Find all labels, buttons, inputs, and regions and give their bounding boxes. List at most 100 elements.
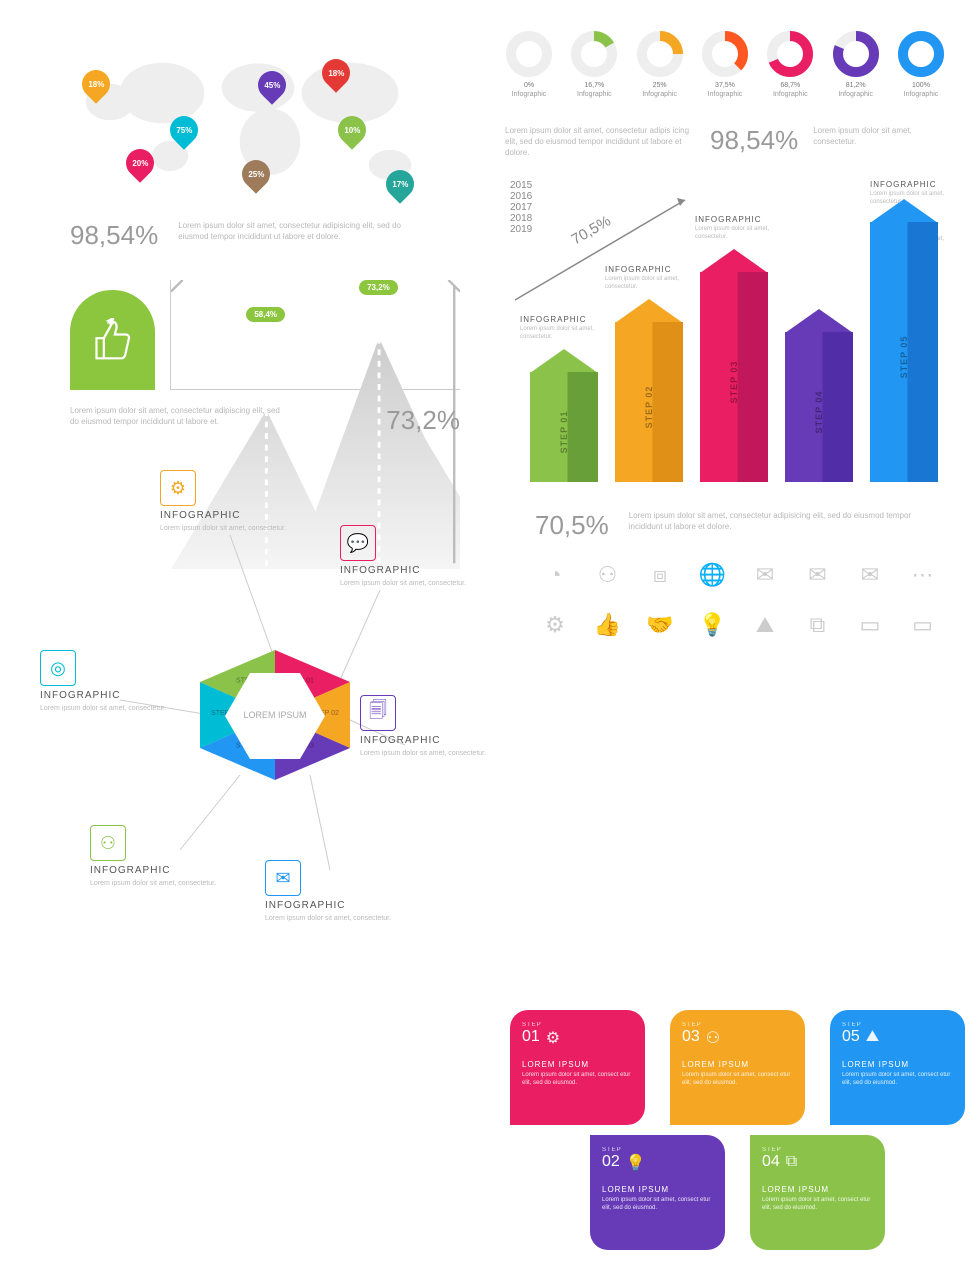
arch-stat: Lorem ipsum dolor sit amet, consectetur … xyxy=(70,405,460,436)
arrow-chart: 70,5% STEP 012015INFOGRAPHICLorem ipsum … xyxy=(510,180,950,500)
donut-label: Infographic xyxy=(827,91,885,98)
speech-step: STEP01⚙LOREM IPSUMLorem ipsum dolor sit … xyxy=(510,1010,645,1125)
hex-callout-title: INFOGRAPHIC xyxy=(40,690,170,701)
map-stat-text: Lorem ipsum dolor sit amet, consectetur … xyxy=(178,220,418,242)
world-map: 18%20%75%25%45%18%10%17% xyxy=(50,30,450,210)
donut-chart: 37,5%Infographic xyxy=(696,30,754,98)
speech-step: STEP03⚇LOREM IPSUMLorem ipsum dolor sit … xyxy=(670,1010,805,1125)
speech-step-icon: ⚇ xyxy=(706,1028,732,1054)
donut-chart: 100% Infographic xyxy=(892,30,950,98)
speech-step: STEP04⧉LOREM IPSUMLorem ipsum dolor sit … xyxy=(750,1135,885,1250)
donut-label: Infographic xyxy=(500,91,558,98)
grid-icon: 💡 xyxy=(693,605,733,645)
hexagon-diagram: STEP 01STEP 02STEP 03STEP 04STEP 05STEP … xyxy=(40,470,490,940)
arrow-caption: INFOGRAPHICLorem ipsum dolor sit amet, c… xyxy=(870,180,960,207)
donut-stat-right: Lorem ipsum dolor sit amet, consectetur. xyxy=(813,125,923,147)
donut-pct: 100% xyxy=(892,82,950,89)
grid-icon: ◔ xyxy=(535,555,575,595)
area-chart: 58,4% 73,2% xyxy=(170,280,460,390)
thumbs-up-icon xyxy=(91,318,135,362)
donut-label: Infographic xyxy=(565,91,623,98)
arch-stat-pct: 73,2% xyxy=(386,405,460,436)
donut-chart: 81,2% Infographic xyxy=(827,30,885,98)
grid-icon: ⧉ xyxy=(798,605,838,645)
arrow-bar: STEP 01 xyxy=(530,349,598,482)
map-stat: 98,54% Lorem ipsum dolor sit amet, conse… xyxy=(70,220,450,251)
icon-grid: ◔⚇⧈🌐✉✉✉⋯⚙👍🤝💡⛰⧉▭▭ xyxy=(535,555,945,645)
trend-label: 70,5% xyxy=(569,212,614,248)
speech-step-icon: ⧉ xyxy=(786,1153,812,1179)
grid-icon: ▭ xyxy=(850,605,890,645)
hex-callout-icon: 🗐 xyxy=(360,695,396,731)
donut-stat-pct: 98,54% xyxy=(710,125,798,156)
hex-callout: ◎ INFOGRAPHIC Lorem ipsum dolor sit amet, … xyxy=(40,650,170,713)
hex-callout-icon: ✉ xyxy=(265,860,301,896)
donut-pct: 68,7% xyxy=(761,82,819,89)
hex-callout-title: INFOGRAPHIC xyxy=(90,865,220,876)
donut-pct: 25% xyxy=(631,82,689,89)
arrow-stat-text: Lorem ipsum dolor sit amet, consectetur … xyxy=(629,510,929,532)
grid-icon: ⚙ xyxy=(535,605,575,645)
grid-icon: ⚇ xyxy=(588,555,628,595)
speech-step-icon: 💡 xyxy=(626,1153,652,1179)
donut-chart: 0% Infographic xyxy=(500,30,558,98)
grid-icon: ⋯ xyxy=(903,555,943,595)
arrow-bar: STEP 02 xyxy=(615,299,683,482)
donut-stat-left: Lorem ipsum dolor sit amet, consectetur … xyxy=(505,125,695,159)
hex-callout: 💬 INFOGRAPHIC Lorem ipsum dolor sit amet, … xyxy=(340,525,470,588)
arch-stat-text: Lorem ipsum dolor sit amet, consectetur … xyxy=(70,405,290,427)
grid-icon: ⛰ xyxy=(745,605,785,645)
grid-icon: 🌐 xyxy=(693,555,733,595)
hex-callout-desc: Lorem ipsum dolor sit amet, consectetur. xyxy=(160,524,290,533)
grid-icon: 👍 xyxy=(588,605,628,645)
donut-label: Infographic xyxy=(892,91,950,98)
area-peak-label: 58,4% xyxy=(246,307,285,322)
hex-callout: ⚇ INFOGRAPHIC Lorem ipsum dolor sit amet, … xyxy=(90,825,220,888)
hex-callout-desc: Lorem ipsum dolor sit amet, consectetur. xyxy=(90,879,220,888)
hex-callout-icon: ◎ xyxy=(40,650,76,686)
trend-arrow-icon: 70,5% xyxy=(505,190,705,310)
arrow-bar: STEP 03 xyxy=(700,249,768,482)
arch-badge xyxy=(70,290,155,390)
grid-icon: ▭ xyxy=(903,605,943,645)
arch-area-row: 58,4% 73,2% xyxy=(70,280,460,390)
speech-step-icon: ⚙ xyxy=(546,1028,572,1054)
grid-icon: ⧈ xyxy=(640,555,680,595)
arrow-caption: INFOGRAPHICLorem ipsum dolor sit amet, c… xyxy=(695,215,785,242)
hex-callout-desc: Lorem ipsum dolor sit amet, consectetur. xyxy=(360,749,490,758)
speech-steps: STEP01⚙LOREM IPSUMLorem ipsum dolor sit … xyxy=(510,1010,970,1270)
arrow-stat: 70,5% Lorem ipsum dolor sit amet, consec… xyxy=(535,510,945,541)
arrow-bar: STEP 04 xyxy=(785,309,853,482)
hex-callout-icon: ⚙ xyxy=(160,470,196,506)
grid-icon: ✉ xyxy=(798,555,838,595)
speech-step: STEP02💡LOREM IPSUMLorem ipsum dolor sit … xyxy=(590,1135,725,1250)
hex-callout-icon: ⚇ xyxy=(90,825,126,861)
speech-step: STEP05⛰LOREM IPSUMLorem ipsum dolor sit … xyxy=(830,1010,965,1125)
donut-chart: 68,7%Infographic xyxy=(761,30,819,98)
donut-pct: 0% xyxy=(500,82,558,89)
hex-callout-title: INFOGRAPHIC xyxy=(265,900,395,911)
donut-row: 0%Infographic16,7%Infographic25%Infograp… xyxy=(500,30,950,98)
hex-callout-icon: 💬 xyxy=(340,525,376,561)
donut-stat: Lorem ipsum dolor sit amet, consectetur … xyxy=(505,125,945,159)
donut-chart: 25%Infographic xyxy=(631,30,689,98)
hex-callout: ✉INFOGRAPHICLorem ipsum dolor sit amet, … xyxy=(265,860,395,923)
arrow-caption: INFOGRAPHICLorem ipsum dolor sit amet, c… xyxy=(605,265,695,292)
donut-chart: 16,7% Infographic xyxy=(565,30,623,98)
arrow-bar: STEP 05 xyxy=(870,199,938,482)
hex-callout-desc: Lorem ipsum dolor sit amet, consectetur. xyxy=(340,579,470,588)
donut-pct: 81,2% xyxy=(827,82,885,89)
hex-callout-desc: Lorem ipsum dolor sit amet, consectetur. xyxy=(40,704,170,713)
hex-callout-title: INFOGRAPHIC xyxy=(360,735,490,746)
speech-step-icon: ⛰ xyxy=(866,1028,892,1054)
hex-callout-title: INFOGRAPHIC xyxy=(340,565,470,576)
grid-icon: ✉ xyxy=(850,555,890,595)
donut-pct: 16,7% xyxy=(565,82,623,89)
hex-callout: 🗐 INFOGRAPHIC Lorem ipsum dolor sit amet, … xyxy=(360,695,490,758)
hex-callout: ⚙ INFOGRAPHIC Lorem ipsum dolor sit amet, … xyxy=(160,470,290,533)
grid-icon: ✉ xyxy=(745,555,785,595)
arrow-stat-pct: 70,5% xyxy=(535,510,609,541)
map-stat-pct: 98,54% xyxy=(70,220,158,251)
hex-callout-title: INFOGRAPHIC xyxy=(160,510,290,521)
area-peak-label: 73,2% xyxy=(359,280,398,295)
